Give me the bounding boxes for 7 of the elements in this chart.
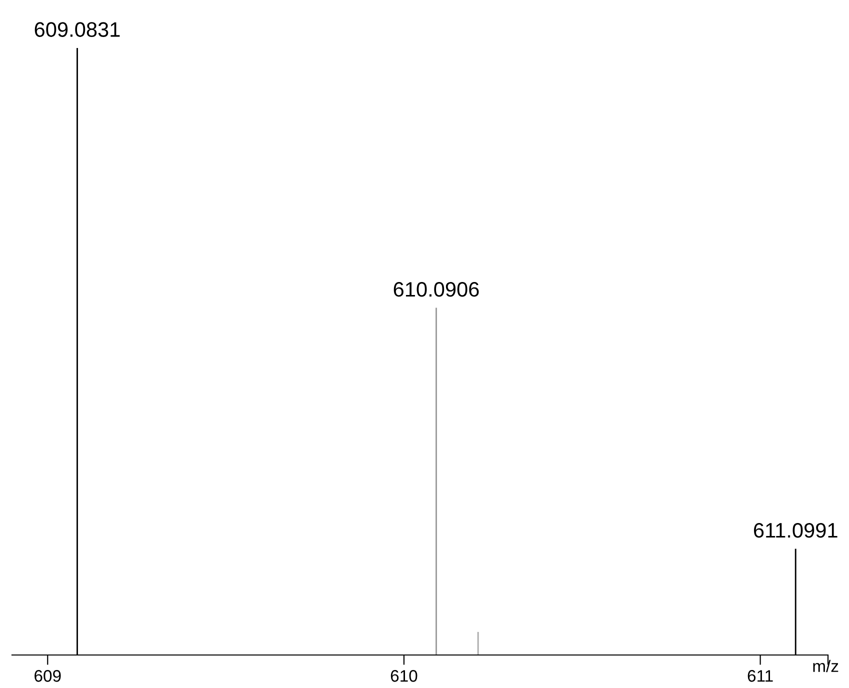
x-tick-label: 611 xyxy=(748,670,773,682)
x-tick-label: 609 xyxy=(34,670,61,682)
x-tick-label: 610 xyxy=(390,670,418,682)
annotation: 611.0991 xyxy=(754,522,838,538)
annotation: 609.0831 xyxy=(34,22,120,37)
annotation: 610.0906 xyxy=(394,282,479,297)
x-axis-title: m/z xyxy=(813,660,838,672)
